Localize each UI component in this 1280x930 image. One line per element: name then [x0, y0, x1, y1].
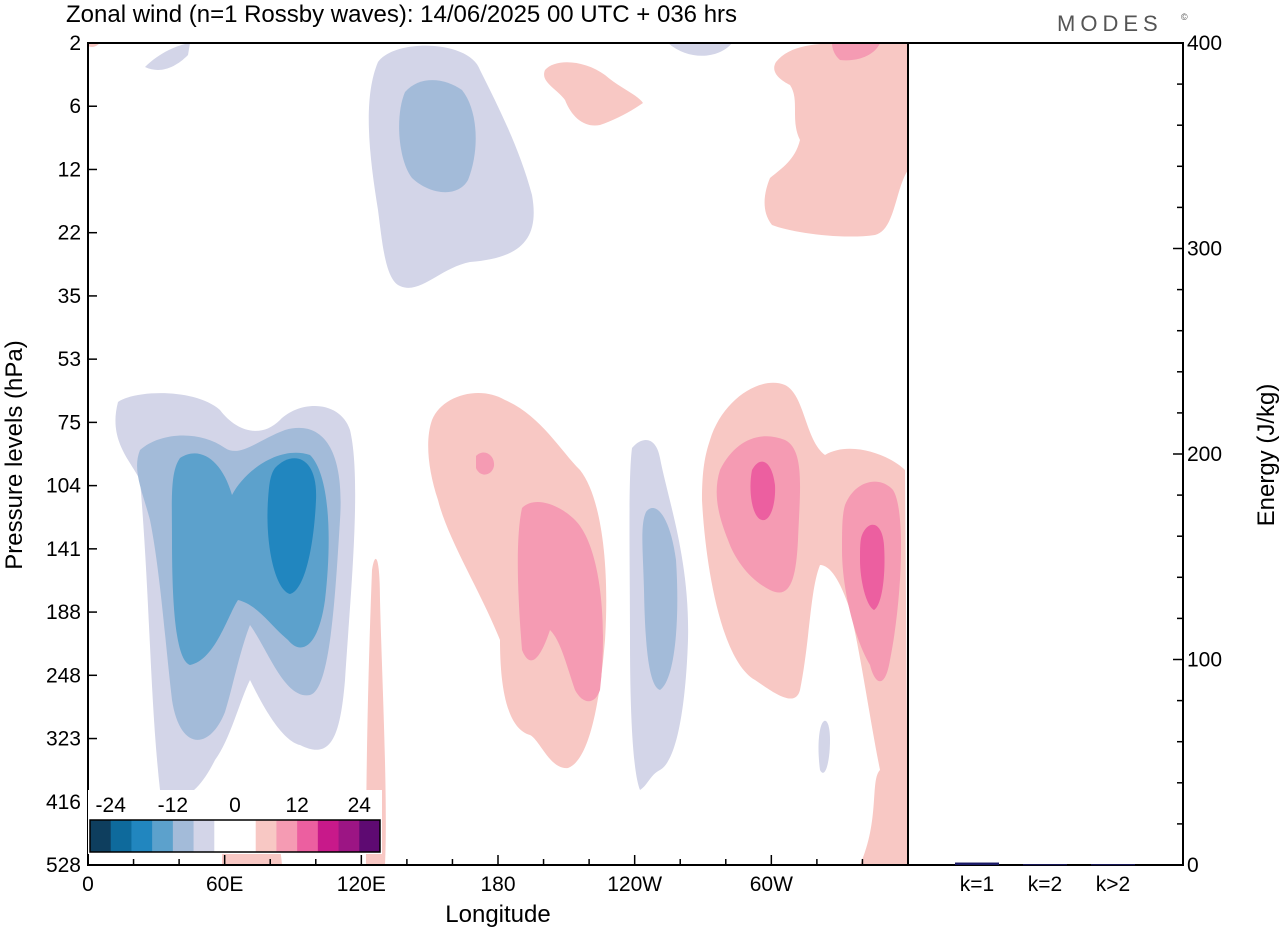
x-axis-label: Longitude — [445, 901, 550, 928]
colorbar-swatch — [90, 820, 112, 852]
energy-tick-label: 300 — [1187, 238, 1222, 261]
colorbar-swatch — [110, 820, 132, 852]
y-tick-label: 53 — [58, 348, 81, 371]
colorbar-frame — [89, 819, 381, 853]
x-tick-label: 60E — [206, 873, 243, 896]
contour-pos-180-outer — [428, 392, 607, 769]
colorbar-tick-label: 0 — [229, 794, 241, 817]
contour-neg-top-frag — [145, 43, 190, 70]
energy-bars: k=1 k=2 k>2 — [955, 862, 1135, 896]
colorbar-tick-label: -12 — [158, 794, 188, 817]
colorbar-tick-label: 12 — [285, 794, 308, 817]
y-tick-label: 35 — [58, 285, 81, 308]
colorbar-swatch — [235, 820, 257, 852]
colorbar-swatch — [131, 820, 153, 852]
colorbar-tick-label: 24 — [348, 794, 372, 817]
contour-pos-strat-right — [764, 43, 908, 237]
colorbar-swatch — [172, 820, 195, 852]
colorbar: -24 -12 0 12 24 — [88, 790, 382, 854]
y-tick-label: 323 — [46, 728, 81, 751]
energy-panel-frame — [907, 42, 1184, 866]
colorbar-swatch — [276, 820, 298, 852]
energy-category-label: k>2 — [1096, 873, 1130, 896]
contour-pos-120e-strip — [366, 558, 386, 865]
chart-title: Zonal wind (n=1 Rossby waves): 14/06/202… — [66, 1, 737, 28]
y-tick-label: 12 — [58, 158, 81, 181]
x-tick-label: 0 — [82, 873, 94, 896]
x-tick-label: 180 — [480, 873, 515, 896]
contour-pos-60w-core — [750, 461, 776, 521]
x-tick-label: 120E — [337, 873, 386, 896]
energy-axis-label: Energy (J/kg) — [1253, 384, 1280, 527]
contour-pos-upper-small — [544, 62, 643, 126]
energy-tick-label: 400 — [1187, 32, 1222, 55]
y-tick-label: 141 — [46, 538, 81, 561]
energy-bar — [1023, 864, 1067, 866]
y-tick-label: 22 — [58, 222, 81, 245]
x-axis-ticks: 0 60E 120E 180 120W 60W — [82, 855, 909, 896]
x-tick-label: 120W — [607, 873, 662, 896]
y-tick-label: 416 — [46, 791, 81, 814]
contour-pos-strat-right-core — [832, 43, 880, 61]
colorbar-swatch — [214, 820, 236, 852]
energy-bar — [1091, 864, 1135, 866]
y-axis-label: Pressure levels (hPa) — [1, 340, 28, 569]
contour-field — [88, 43, 908, 865]
contour-neg-small-blob — [818, 720, 830, 773]
y-tick-label: 528 — [46, 854, 81, 877]
energy-tick-label: 200 — [1187, 443, 1222, 466]
energy-tick-label: 0 — [1187, 854, 1199, 877]
colorbar-swatch — [317, 820, 340, 852]
colorbar-swatch — [297, 820, 319, 852]
energy-category-label: k=2 — [1028, 873, 1062, 896]
y-tick-label: 75 — [58, 411, 81, 434]
colorbar-swatch — [255, 820, 277, 852]
x-tick-label: 60W — [750, 873, 793, 896]
contour-pos-180-inner — [517, 501, 603, 702]
y-tick-label: 188 — [46, 601, 81, 624]
contour-neg-strat-inner — [399, 80, 476, 193]
contour-pos-east-core — [860, 524, 885, 610]
brand-mark: © — [1181, 12, 1188, 22]
energy-category-label: k=1 — [960, 873, 994, 896]
y-tick-label: 2 — [69, 32, 81, 55]
y-tick-label: 104 — [46, 475, 81, 498]
contour-pos-180-dot — [476, 452, 495, 475]
colorbar-swatch — [152, 820, 174, 852]
colorbar-tick-label: -24 — [96, 794, 127, 817]
contour-neg-120w-inner — [642, 508, 678, 690]
brand-logo: MODES — [1057, 11, 1163, 36]
energy-bar — [955, 862, 999, 865]
contour-neg-main-core — [267, 458, 317, 594]
colorbar-swatch — [359, 820, 381, 852]
y-tick-label: 6 — [69, 95, 81, 118]
colorbar-swatch — [338, 820, 360, 852]
y-axis-ticks: 2 6 12 22 35 53 75 104 141 188 248 323 416 528 — [46, 32, 97, 877]
energy-axis-ticks: 0 100 200 300 400 — [1173, 32, 1222, 877]
colorbar-swatch — [193, 820, 215, 852]
contour-neg-top-frag-2 — [668, 43, 732, 56]
y-tick-label: 248 — [46, 664, 81, 687]
energy-tick-label: 100 — [1187, 649, 1222, 672]
